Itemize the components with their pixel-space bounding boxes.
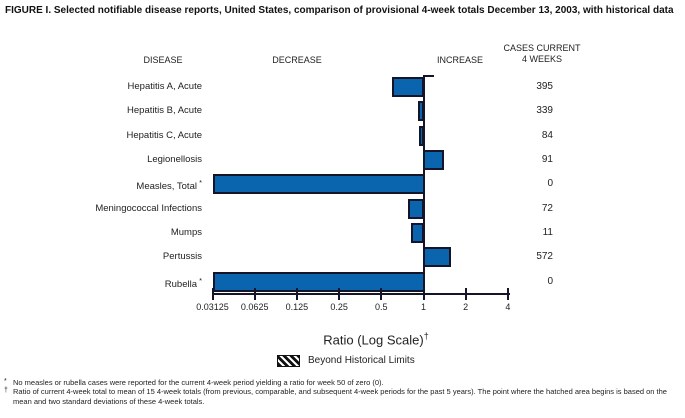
column-header-cases: CASES CURRENT 4 WEEKS: [482, 43, 602, 65]
baseline-top-cap: [422, 75, 434, 77]
disease-name: Pertussis: [162, 251, 202, 263]
x-axis-tick-label: 0.5: [375, 302, 388, 312]
baseline-ratio-line: [422, 75, 425, 295]
row-label-rubella: Rubella *: [12, 276, 202, 290]
figure-title: FIGURE I. Selected notifiable disease re…: [5, 5, 674, 16]
row-label-legionellosis: Legionellosis: [12, 154, 202, 165]
ratio-bar: [422, 247, 452, 268]
row-label-pertussis: Pertussis: [12, 251, 202, 262]
cases-current-value: 0: [547, 178, 553, 190]
hatched-swatch-icon: [277, 355, 300, 367]
cases-current-value: 91: [541, 154, 553, 166]
x-axis-tick: [295, 288, 298, 300]
cases-current-value: 339: [536, 105, 553, 117]
x-axis-tick-label: 2: [463, 302, 469, 312]
cases-current-value: 84: [541, 129, 553, 141]
disease-name: Meningococcal Infections: [95, 202, 202, 214]
disease-name: Mumps: [170, 227, 202, 239]
x-axis-tick-label: 0.25: [330, 302, 348, 312]
row-label-mumps: Mumps: [12, 227, 202, 238]
column-header-decrease: DECREASE: [272, 55, 322, 65]
disease-name: Legionellosis: [147, 154, 202, 166]
x-axis-tick-label: 0.0625: [240, 302, 269, 312]
cases-current-value: 11: [542, 227, 553, 239]
cases-current-value: 572: [536, 251, 553, 263]
x-axis-tick-label: 0.125: [285, 302, 309, 312]
footnote-marker: *: [196, 275, 202, 285]
column-header-disease: DISEASE: [143, 55, 183, 65]
x-axis-tick: [380, 288, 383, 300]
row-label-hepatitis-a-acute: Hepatitis A, Acute: [12, 81, 202, 92]
footnote-text: No measles or rubella cases were reporte…: [13, 378, 384, 387]
x-axis: [211, 293, 510, 295]
ratio-bar: [212, 271, 425, 292]
footnote: † Ratio of current 4-week total to mean o…: [4, 387, 682, 406]
x-axis-tick: [506, 288, 509, 300]
disease-name: Hepatitis C, Acute: [126, 129, 202, 141]
x-axis-tick-label: 0.03125: [196, 302, 229, 312]
x-axis-tick: [253, 288, 256, 300]
column-header-increase: INCREASE: [436, 55, 483, 65]
cases-current-value: 72: [541, 202, 553, 214]
x-axis-tick: [422, 288, 425, 300]
x-axis-label-text: Ratio (Log Scale): [323, 332, 424, 348]
column-header-cases-line1: CASES CURRENT: [503, 43, 581, 53]
x-axis-tick-label: 4: [505, 302, 511, 312]
x-axis-label: Ratio (Log Scale)†: [276, 331, 476, 347]
footnote: * No measles or rubella cases were report…: [4, 378, 682, 387]
legend-label: Beyond Historical Limits: [308, 355, 415, 366]
footnote-marker: *: [196, 178, 202, 188]
footnote-marker: *: [4, 378, 7, 385]
x-axis-tick-label: 1: [420, 302, 426, 312]
disease-name: Measles, Total: [136, 181, 197, 193]
disease-name: Rubella: [164, 278, 197, 290]
disease-name: Hepatitis B, Acute: [127, 105, 202, 117]
ratio-bar: [422, 150, 445, 171]
ratio-bar: [212, 174, 425, 195]
row-label-hepatitis-b-acute: Hepatitis B, Acute: [12, 105, 202, 116]
ratio-bar: [392, 77, 425, 97]
row-label-measles-total: Measles, Total *: [12, 178, 202, 192]
cases-current-value: 395: [536, 81, 553, 92]
footnote-text: Ratio of current 4-week total to mean of…: [13, 387, 667, 406]
footnotes: * No measles or rubella cases were report…: [4, 378, 682, 406]
x-axis-tick: [338, 288, 341, 300]
column-header-cases-line2: 4 WEEKS: [521, 54, 562, 64]
cases-current-value: 0: [547, 275, 553, 287]
row-label-hepatitis-c-acute: Hepatitis C, Acute: [12, 130, 202, 141]
x-axis-tick: [211, 288, 214, 300]
disease-name: Hepatitis A, Acute: [127, 81, 202, 92]
footnote-marker: †: [4, 387, 8, 395]
x-axis-tick: [464, 288, 467, 300]
row-label-meningococcal-infections: Meningococcal Infections: [12, 203, 202, 214]
x-axis-label-dagger: †: [423, 331, 429, 341]
